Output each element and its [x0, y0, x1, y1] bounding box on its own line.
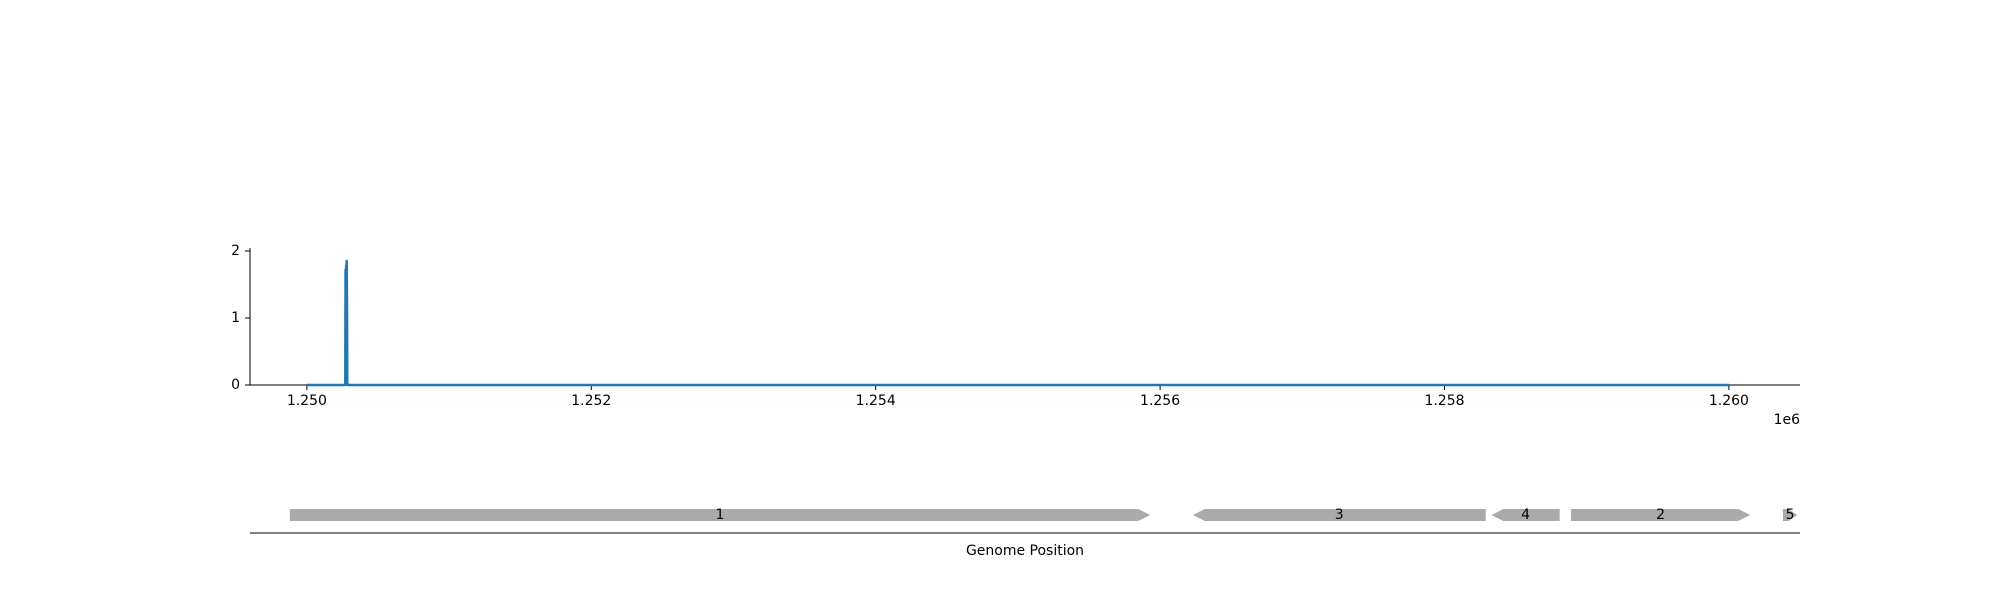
- gene-track: 1 3 4 2 5 Genome Position: [250, 507, 1800, 559]
- gene-label-4: 4: [1521, 507, 1530, 523]
- x-axis-title: Genome Position: [966, 543, 1084, 559]
- x-tick-label: 1.260: [1709, 393, 1749, 409]
- gene-label-3: 3: [1335, 507, 1344, 523]
- x-tick-label: 1.250: [287, 393, 327, 409]
- x-tick-label: 1.256: [1140, 393, 1180, 409]
- y-axis-ticks: 0 1 2: [231, 243, 250, 393]
- gene-arrow-1: [289, 509, 1151, 521]
- gene-label-2: 2: [1656, 507, 1665, 523]
- y-tick-label: 1: [231, 310, 240, 326]
- x-axis-ticks: 1.250 1.252 1.254 1.256 1.258 1.260: [287, 385, 1749, 409]
- x-axis-offset-label: 1e6: [1774, 412, 1801, 428]
- x-tick-label: 1.252: [571, 393, 611, 409]
- gene-arrows: 1 3 4 2 5: [289, 507, 1798, 523]
- gene-label-5: 5: [1786, 507, 1795, 523]
- gene-arrow-3: [1192, 509, 1486, 521]
- y-tick-label: 2: [231, 243, 240, 259]
- coverage-plot: 0 1 2 1.250 1.252 1.254 1.256 1.258 1.260 1e6: [231, 243, 1800, 428]
- gene-label-1: 1: [716, 507, 725, 523]
- y-tick-label: 0: [231, 377, 240, 393]
- gene-arrow-5: [1782, 509, 1798, 521]
- gene-arrow-4: [1491, 509, 1560, 521]
- x-tick-label: 1.254: [856, 393, 896, 409]
- gene-arrow-2: [1571, 509, 1751, 521]
- coverage-series-line: [306, 259, 1729, 387]
- x-tick-label: 1.258: [1424, 393, 1464, 409]
